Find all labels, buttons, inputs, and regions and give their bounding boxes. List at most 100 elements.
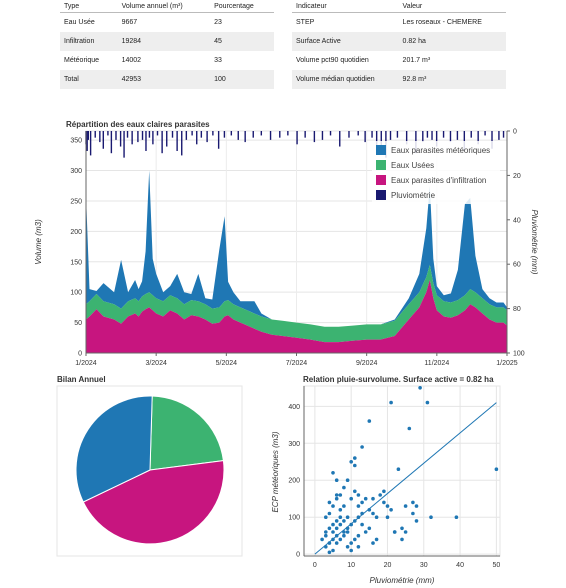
scatter-point xyxy=(342,533,346,538)
rain-bar xyxy=(230,131,233,136)
legend-label-usees: Eaux Usées xyxy=(391,161,434,170)
scatter-point xyxy=(389,400,393,405)
table-header-row: Indicateur Valeur xyxy=(292,0,506,13)
scatter-point xyxy=(418,386,422,390)
y-tick-label: 0 xyxy=(78,351,82,358)
y-tick-label: 300 xyxy=(70,168,82,175)
x-tick-label: 3/2024 xyxy=(145,360,167,367)
scatter-point xyxy=(353,537,357,542)
rain-bar xyxy=(329,131,332,136)
rain-bar xyxy=(431,131,433,140)
legend-label-meteo: Eaux parasites météoriques xyxy=(391,146,490,155)
header-value: Valeur xyxy=(398,0,506,13)
y-tick-label: 0 xyxy=(296,552,300,559)
scatter-point xyxy=(331,471,335,475)
rain-bar xyxy=(442,131,445,138)
cell: 14002 xyxy=(121,57,142,64)
rain-bar xyxy=(94,131,96,138)
scatter-point xyxy=(414,519,419,523)
scatter-point xyxy=(353,489,357,494)
rain-bar xyxy=(321,131,324,140)
rain-bar xyxy=(141,131,144,140)
indicator-table: Indicateur Valeur STEP Les roseaux - CHE… xyxy=(292,0,506,89)
cell: 33 xyxy=(214,57,222,64)
scatter-point xyxy=(324,533,328,538)
legend-swatch-usees xyxy=(376,160,386,170)
rain-bar xyxy=(181,131,183,156)
rain-bar xyxy=(313,131,316,143)
scatter-point xyxy=(342,504,346,508)
scatter-point xyxy=(360,522,364,527)
rain-bar xyxy=(217,131,220,149)
scatter-point xyxy=(338,493,343,497)
regression-line xyxy=(314,402,497,555)
scatter-point xyxy=(349,496,354,501)
rain-bar xyxy=(145,131,147,151)
scatter-x-axis-label: Pluviométrie (mm) xyxy=(370,576,435,585)
y2-tick-label: 0 xyxy=(513,129,517,136)
x-tick-label: 5/2024 xyxy=(216,360,238,367)
cell: STEP xyxy=(296,19,315,26)
rain-bar xyxy=(206,131,208,143)
cell: Météorique xyxy=(64,57,100,64)
scatter-point xyxy=(411,500,415,505)
table-row: Volume médian quotidien 92.8 m³ xyxy=(292,70,506,89)
scatter-point xyxy=(349,548,354,553)
y-tick-label: 400 xyxy=(288,404,300,411)
y-tick-label: 50 xyxy=(74,320,82,327)
rain-bar xyxy=(107,131,109,136)
y-tick-label: 100 xyxy=(70,290,82,297)
scatter-point xyxy=(400,526,404,531)
scatter-point xyxy=(349,460,354,464)
legend-swatch-meteo xyxy=(376,145,386,155)
rain-bar xyxy=(126,131,129,138)
scatter-point xyxy=(327,526,332,531)
pie-slice-eauuse xyxy=(149,395,224,471)
rain-bar xyxy=(191,131,193,136)
scatter-point xyxy=(385,504,390,508)
x-tick-label: 0 xyxy=(313,562,317,569)
rain-bar xyxy=(137,131,139,143)
scatter-point xyxy=(389,508,393,512)
cell: 92.8 m³ xyxy=(398,70,506,89)
rain-bar xyxy=(470,131,472,138)
table-row: STEP Les roseaux - CHEMERE xyxy=(292,13,506,33)
rain-bar xyxy=(252,131,254,138)
cell: 9667 xyxy=(121,19,138,26)
rain-bar xyxy=(212,131,214,136)
table-row: Volume pct90 quotidien 201.7 m³ xyxy=(292,51,506,70)
rain-bar xyxy=(166,131,168,147)
rain-bar xyxy=(269,131,272,140)
scatter-point xyxy=(334,478,339,483)
rain-bar xyxy=(502,131,505,138)
scatter-point xyxy=(345,515,350,519)
scatter-point xyxy=(353,456,357,460)
scatter-point xyxy=(327,550,332,555)
scatter-point xyxy=(392,530,397,534)
rain-bar xyxy=(357,131,359,136)
rain-bar xyxy=(260,131,263,136)
rain-bar xyxy=(244,131,246,143)
scatter-point xyxy=(324,515,328,519)
rain-bar xyxy=(364,131,366,143)
rain-bar xyxy=(176,131,178,151)
scatter-point xyxy=(331,504,335,508)
scatter-point xyxy=(356,533,361,538)
rain-bar xyxy=(131,131,133,145)
rain-bar xyxy=(463,131,466,151)
rain-bar xyxy=(449,131,452,143)
rain-bar xyxy=(161,131,163,154)
legend-label-rain: Pluviométrie xyxy=(391,191,436,200)
rain-bar xyxy=(148,131,151,138)
annual-volume-table: Type Volume annuel (m³) Pourcentage Eau … xyxy=(60,0,274,89)
y-tick-label: 350 xyxy=(70,138,82,145)
scatter-point xyxy=(334,493,339,497)
scatter-point xyxy=(360,445,364,449)
rain-bar xyxy=(484,131,486,136)
scatter-point xyxy=(345,545,350,549)
scatter-point xyxy=(331,530,335,534)
rain-bar xyxy=(498,131,500,140)
cell: 23 xyxy=(214,19,222,26)
rain-bar xyxy=(279,131,281,138)
scatter-point xyxy=(345,530,350,534)
